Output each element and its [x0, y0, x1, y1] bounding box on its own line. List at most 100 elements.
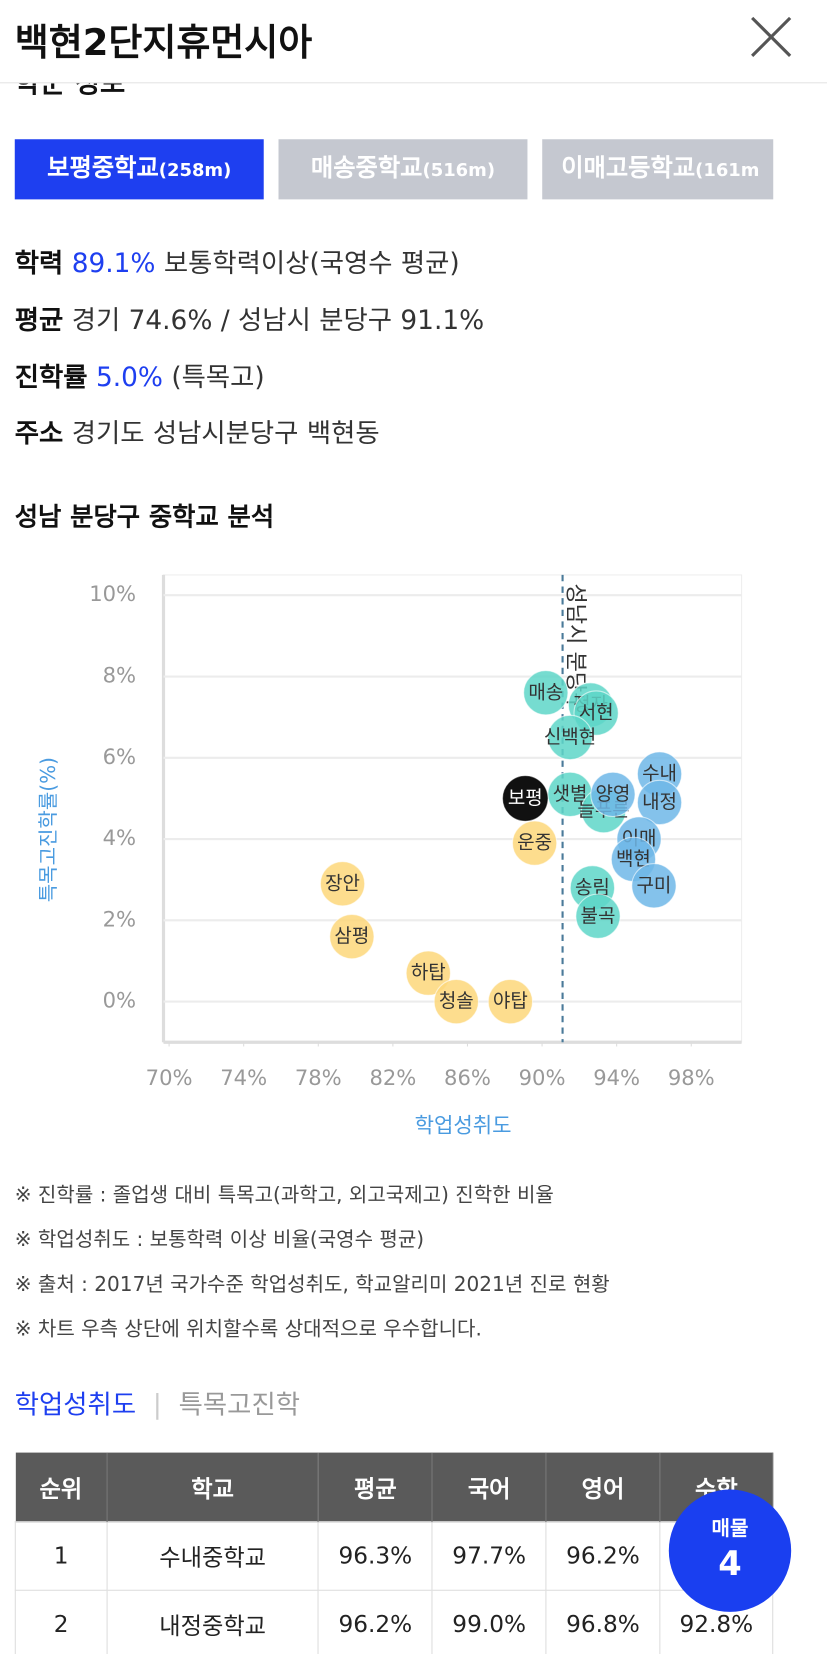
bubble: [433, 978, 479, 1025]
info-line: 학력 89.1% 보통학력이상(국영수 평균): [15, 243, 460, 281]
tab-distance: (258m): [158, 160, 232, 182]
info-line: 주소 경기도 성남시분당구 백현동: [15, 412, 380, 450]
cell: 92.8%: [659, 1589, 774, 1654]
y-tick-label: 2%: [103, 906, 136, 931]
tab-distance: (161m: [695, 160, 760, 182]
x-tick-label: 70%: [146, 1065, 193, 1090]
x-tick-label: 90%: [519, 1065, 566, 1090]
bubble: [487, 978, 534, 1025]
school-tab[interactable]: 보평중학교(258m): [14, 139, 264, 200]
cell: 96.8%: [545, 1589, 661, 1654]
bubble: [405, 950, 451, 996]
info-label: 진학률: [14, 361, 88, 393]
info-text: (특목고): [171, 361, 265, 393]
bubble-label: 내정: [642, 791, 677, 813]
bubble-label: 야탑: [493, 990, 528, 1012]
tab-name: 보평중학교: [47, 155, 159, 183]
table-row: 2 내정중학교 96.2% 99.0% 96.8% 92.8%: [14, 1589, 774, 1654]
bubble: [547, 714, 593, 761]
x-tick-label: 74%: [220, 1065, 267, 1090]
tab-name: 이매고등학교: [561, 155, 696, 183]
header: 백현2단지휴먼시아: [0, 0, 827, 84]
fab-count: 4: [718, 1543, 742, 1584]
bubble-label: 서현: [579, 702, 614, 724]
x-axis-label: 학업성취도: [415, 1113, 512, 1138]
bubble: [523, 670, 569, 716]
x-tick-label: 98%: [668, 1065, 715, 1090]
info-label: 주소: [14, 417, 64, 449]
info-label: 평균: [14, 304, 64, 336]
bubble-label: 백현: [616, 848, 651, 870]
bubble: [319, 861, 366, 907]
header-cell: 순위: [15, 1452, 108, 1522]
x-tick-label: 94%: [593, 1065, 640, 1090]
note: ※ 진학률 : 졸업생 대비 특목고(과학고, 외고국제고) 진학한 비율: [14, 1183, 554, 1207]
ranking-table: 순위 학교 평균 국어 영어 수학 1 수내중학교 96.3% 97.7% 96…: [14, 1452, 774, 1654]
y-tick-label: 6%: [103, 744, 136, 769]
header-cell: 수학: [659, 1452, 774, 1522]
bubble: [631, 863, 677, 909]
tab-distance: (516m): [422, 160, 496, 182]
bubble-label: 청솔: [439, 990, 474, 1012]
table-tab[interactable]: 특목고진학: [178, 1389, 300, 1420]
bubble-label: 양영: [595, 783, 630, 805]
bubble: [636, 779, 683, 826]
school-tab[interactable]: 매송중학교(516m): [278, 139, 528, 200]
table-header: 순위 학교 평균 국어 영어 수학: [15, 1452, 774, 1522]
bubble-label: 불곡: [581, 905, 616, 927]
info-text: 보통학력이상(국영수 평균): [163, 247, 460, 279]
info-label: 학력: [14, 247, 64, 279]
bubble-label: 삼평: [334, 925, 369, 947]
bubble-label: 운중: [517, 832, 552, 854]
close-icon: [751, 16, 792, 58]
bubble-label: 장안: [325, 872, 360, 894]
y-tick-label: 0%: [103, 988, 136, 1013]
header-cell: 영어: [546, 1452, 661, 1522]
cell: 수내중학교: [106, 1521, 319, 1591]
page-title: 백현2단지휴먼시아: [14, 22, 313, 65]
y-tick-label: 4%: [103, 825, 136, 850]
analysis-title: 성남 분당구 중학교 분석: [14, 502, 275, 532]
info-text: 경기도 성남시분당구 백현동: [71, 417, 380, 449]
note: ※ 출처 : 2017년 국가수준 학업성취도, 학교알리미 2021년 진로 …: [14, 1273, 610, 1297]
info-line: 평균 경기 74.6% / 성남시 분당구 91.1%: [15, 300, 484, 338]
fab-label: 매물: [711, 1516, 749, 1541]
bubble: [590, 771, 636, 818]
y-tick-label: 8%: [103, 663, 136, 688]
cell: 1: [14, 1521, 108, 1591]
table-tab[interactable]: 학업성취도: [14, 1389, 137, 1420]
x-tick-label: 78%: [295, 1065, 342, 1090]
bubble-label: 구미: [636, 874, 671, 896]
bubble-label: 하탑: [411, 962, 446, 984]
bubble-label: 매송: [528, 681, 563, 703]
tab-name: 매송중학교: [310, 155, 423, 183]
listing-button[interactable]: 매물 4: [668, 1489, 792, 1612]
chart: 0% 2% 4% 6% 8% 10% 70% 74% 78% 82% 86% 90% 94% 98% 학업성…: [36, 574, 743, 1138]
header-cell: 평균: [318, 1452, 433, 1522]
table-tabs: 학업성취도 | 특목고진학: [14, 1389, 300, 1420]
cell: 99.0%: [431, 1589, 547, 1654]
bubble-label: 신백현: [544, 726, 596, 748]
info-line: 진학률 5.0% (특목고): [15, 357, 265, 395]
school-tab[interactable]: 이매고등학교(161m: [542, 139, 774, 200]
bubble-label: 보평: [508, 787, 543, 809]
bubble: [329, 913, 375, 960]
x-tick-label: 82%: [369, 1065, 416, 1090]
cell: 96.2%: [545, 1521, 661, 1591]
bubble-label: 송림: [575, 876, 610, 898]
cell: 97.7%: [431, 1521, 547, 1591]
cell: 96.2%: [317, 1589, 433, 1654]
bubble-label: 샛별: [553, 783, 588, 805]
close-button[interactable]: [749, 15, 793, 59]
header-cell: 학교: [106, 1452, 319, 1522]
bubble: [511, 820, 558, 866]
y-axis-label: 특목고진학률(%): [36, 757, 60, 902]
table-row: 1 수내중학교 96.3% 97.7% 96.2%: [14, 1521, 774, 1591]
cell: 내정중학교: [106, 1589, 319, 1654]
info-value: 89.1%: [71, 247, 156, 279]
y-tick-label: 10%: [89, 581, 136, 606]
note: ※ 학업성취도 : 보통학력 이상 비율(국영수 평균): [14, 1227, 425, 1252]
info-value: 5.0%: [95, 361, 163, 393]
